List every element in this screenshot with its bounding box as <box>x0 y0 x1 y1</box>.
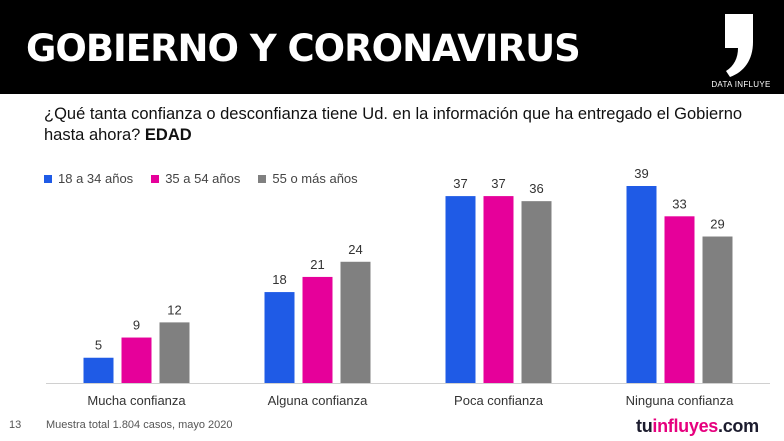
question-text: ¿Qué tanta confianza o desconfianza tien… <box>44 105 743 144</box>
survey-question: ¿Qué tanta confianza o desconfianza tien… <box>44 104 764 146</box>
category-label-3: Poca confianza <box>454 393 544 408</box>
bar-2-4 <box>664 216 695 383</box>
logo-label: DATA INFLUYE <box>711 80 771 89</box>
data-label-1-2: 18 <box>272 272 286 287</box>
bar-2-1 <box>121 337 152 383</box>
category-label-2: Alguna confianza <box>268 393 369 408</box>
brand-suffix: .com <box>718 416 759 436</box>
legend-swatch-series2 <box>151 174 160 183</box>
category-label-1: Mucha confianza <box>87 393 186 408</box>
page-title: GOBIERNO Y CORONAVIRUS <box>26 27 581 70</box>
legend-label-series1: 18 a 34 años <box>58 171 134 186</box>
sample-note: Muestra total 1.804 casos, mayo 2020 <box>46 419 233 431</box>
data-label-1-4: 39 <box>634 166 648 181</box>
header-bar: GOBIERNO Y CORONAVIRUS DATA INFLUYE <box>0 0 784 94</box>
bar-1-3 <box>445 196 476 383</box>
data-label-2-1: 9 <box>133 318 140 333</box>
brand-highlight: influyes <box>652 416 719 436</box>
bar-1-4 <box>626 186 657 383</box>
comma-logo-icon <box>725 14 753 77</box>
legend-label-series3: 55 o más años <box>272 171 358 186</box>
legend-label-series2: 35 a 54 años <box>165 171 241 186</box>
page-number: 13 <box>9 419 22 431</box>
data-label-3-4: 29 <box>710 217 724 232</box>
bar-3-2 <box>340 261 371 383</box>
bar-3-1 <box>159 322 190 383</box>
legend-item-series1: 18 a 34 años <box>44 171 133 186</box>
brand-logo: tuinfluyes.com <box>636 416 759 437</box>
chart-legend: 18 a 34 años 35 a 54 años 55 o más años <box>44 171 358 186</box>
legend-item-series2: 35 a 54 años <box>151 171 240 186</box>
bar-2-3 <box>483 196 514 383</box>
data-label-2-4: 33 <box>672 196 686 211</box>
legend-item-series3: 55 o más años <box>258 171 358 186</box>
data-label-3-2: 24 <box>348 242 362 257</box>
bar-1-2 <box>264 292 295 383</box>
bar-1-1 <box>83 357 114 383</box>
legend-swatch-series1 <box>44 174 52 183</box>
data-label-1-3: 37 <box>453 176 467 191</box>
category-label-4: Ninguna confianza <box>626 393 734 408</box>
data-label-2-3: 37 <box>491 176 505 191</box>
bar-2-2 <box>302 276 333 383</box>
legend-swatch-series3 <box>258 174 267 183</box>
data-label-3-3: 36 <box>529 181 543 196</box>
brand-prefix: tu <box>636 416 653 436</box>
data-label-1-1: 5 <box>95 338 102 353</box>
question-emphasis: EDAD <box>144 126 192 144</box>
bar-3-4 <box>702 236 733 383</box>
bar-3-3 <box>521 201 552 383</box>
data-label-3-1: 12 <box>167 302 181 317</box>
data-label-2-2: 21 <box>310 257 324 272</box>
